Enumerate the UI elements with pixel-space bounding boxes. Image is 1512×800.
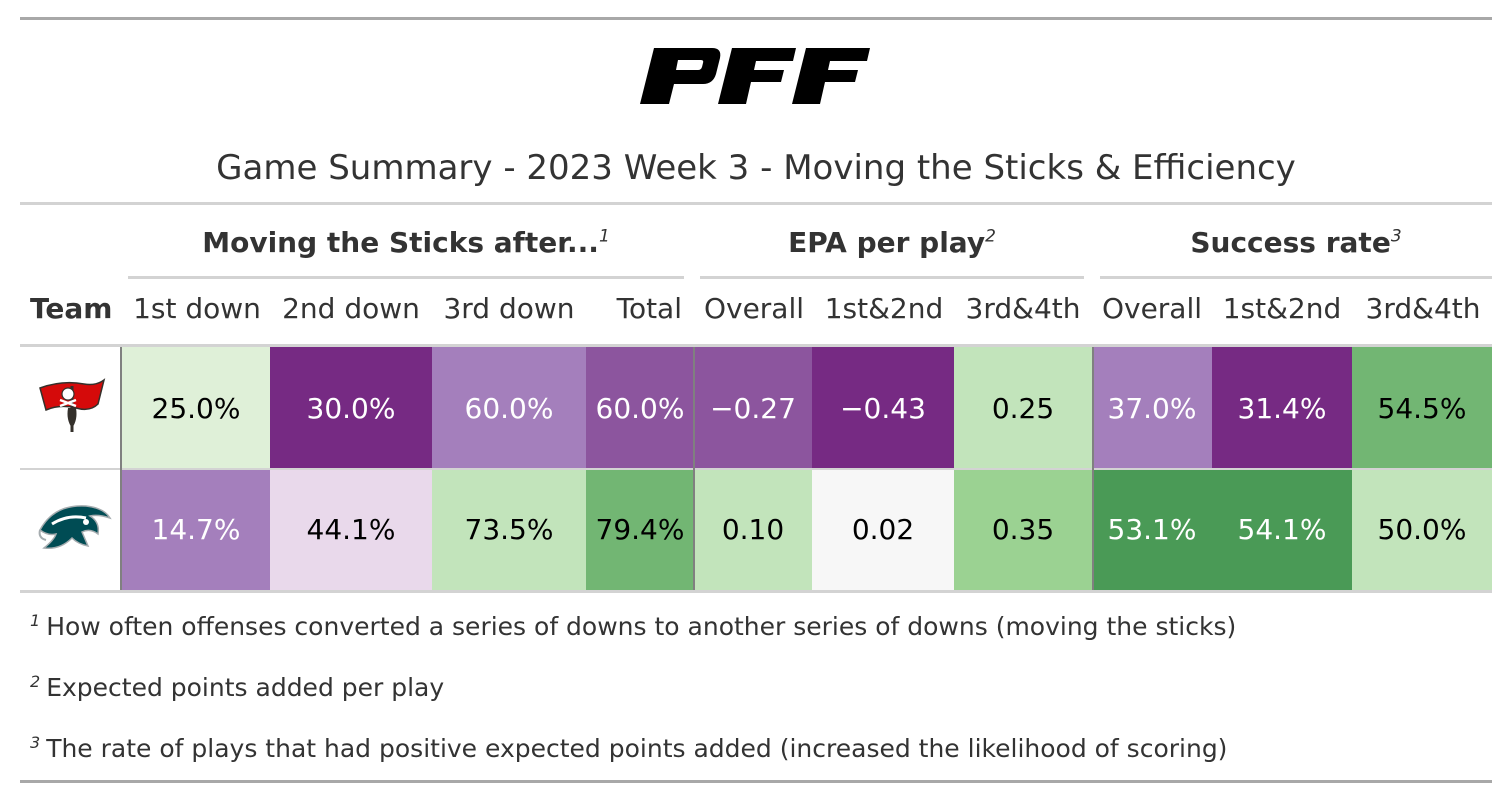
title-rule xyxy=(20,202,1492,205)
table-cell: 0.35 xyxy=(954,469,1092,590)
table-cell: 54.5% xyxy=(1352,347,1492,469)
table-cell: 73.5% xyxy=(432,469,586,590)
spanner-rule-moving-sticks xyxy=(128,276,684,279)
col-header-sr-overall: Overall xyxy=(1101,292,1203,325)
col-header-total: Total xyxy=(616,292,682,325)
footnote-2: 2 Expected points added per play xyxy=(30,671,445,702)
table-cell: 54.1% xyxy=(1212,469,1352,590)
table-cell: 53.1% xyxy=(1092,469,1212,590)
body-rule xyxy=(20,590,1492,593)
spanner-epa: EPA per play2 xyxy=(788,226,996,259)
col-header-3rd-down: 3rd down xyxy=(443,292,575,325)
bottom-rule xyxy=(20,780,1492,783)
footnote-1: 1 How often offenses converted a series o… xyxy=(30,610,1237,641)
table-cell: −0.27 xyxy=(694,347,812,469)
col-header-2nd-down: 2nd down xyxy=(282,292,420,325)
table-cell: 79.4% xyxy=(586,469,694,590)
spanner-success-rate: Success rate3 xyxy=(1190,226,1402,259)
table-cell: 14.7% xyxy=(122,469,270,590)
top-rule xyxy=(20,17,1492,20)
table-cell: 31.4% xyxy=(1212,347,1352,469)
col-header-team: Team xyxy=(30,292,113,325)
col-header-epa-overall: Overall xyxy=(703,292,805,325)
col-header-sr-3rd4th: 3rd&4th xyxy=(1365,292,1481,325)
eagles-logo xyxy=(38,505,112,550)
table-cell: 30.0% xyxy=(270,347,432,469)
table-cell: 60.0% xyxy=(586,347,694,469)
table-cell: 0.10 xyxy=(694,469,812,590)
buccaneers-logo xyxy=(39,378,106,432)
footnote-3: 3 The rate of plays that had positive exp… xyxy=(30,732,1228,763)
group-divider xyxy=(1092,347,1094,590)
spanner-rule-success-rate xyxy=(1100,276,1492,279)
spanner-rule-epa xyxy=(700,276,1084,279)
col-header-epa-3rd4th: 3rd&4th xyxy=(965,292,1081,325)
col-header-epa-1st2nd: 1st&2nd xyxy=(824,292,944,325)
row-separator xyxy=(20,468,1492,470)
spanner-moving-sticks: Moving the Sticks after...1 xyxy=(202,226,610,259)
table-cell: −0.43 xyxy=(812,347,954,469)
group-divider xyxy=(120,347,122,590)
table-cell: 0.02 xyxy=(812,469,954,590)
col-header-1st-down: 1st down xyxy=(133,292,261,325)
col-header-sr-1st2nd: 1st&2nd xyxy=(1222,292,1342,325)
table-cell: 37.0% xyxy=(1092,347,1212,469)
pff-logo xyxy=(640,48,870,104)
group-divider xyxy=(693,347,695,590)
table-cell: 44.1% xyxy=(270,469,432,590)
table-title: Game Summary - 2023 Week 3 - Moving the … xyxy=(216,148,1296,188)
table-cell: 50.0% xyxy=(1352,469,1492,590)
table-cell: 0.25 xyxy=(954,347,1092,469)
table-cell: 25.0% xyxy=(122,347,270,469)
header-rule xyxy=(20,344,1492,347)
table-cell: 60.0% xyxy=(432,347,586,469)
